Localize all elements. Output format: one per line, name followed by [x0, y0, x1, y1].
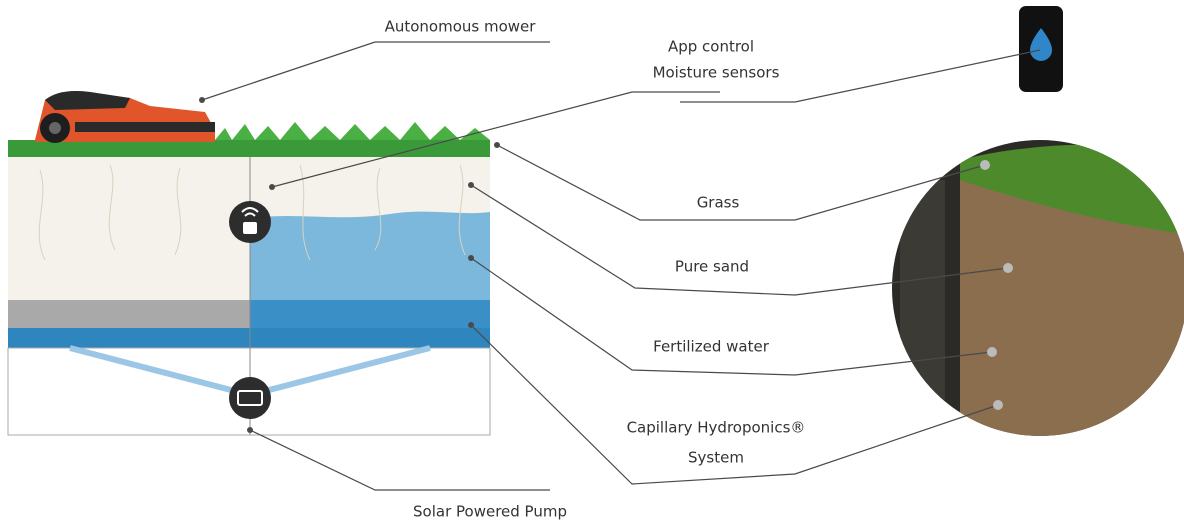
label: Solar Powered Pump	[413, 503, 567, 521]
label: Grass	[697, 194, 740, 212]
label: Pure sand	[675, 258, 749, 276]
label: System	[688, 449, 744, 467]
label: Moisture sensors	[653, 64, 780, 82]
label: Fertilized water	[653, 338, 770, 356]
label: Capillary Hydroponics®	[627, 419, 806, 437]
label: App control	[668, 38, 754, 56]
cross-section	[8, 122, 490, 435]
diagram: Autonomous mower App control Moisture se…	[0, 0, 1184, 524]
phone	[1019, 6, 1063, 92]
mower	[35, 91, 215, 143]
soil-photo	[890, 138, 1184, 440]
label: Autonomous mower	[385, 18, 537, 36]
